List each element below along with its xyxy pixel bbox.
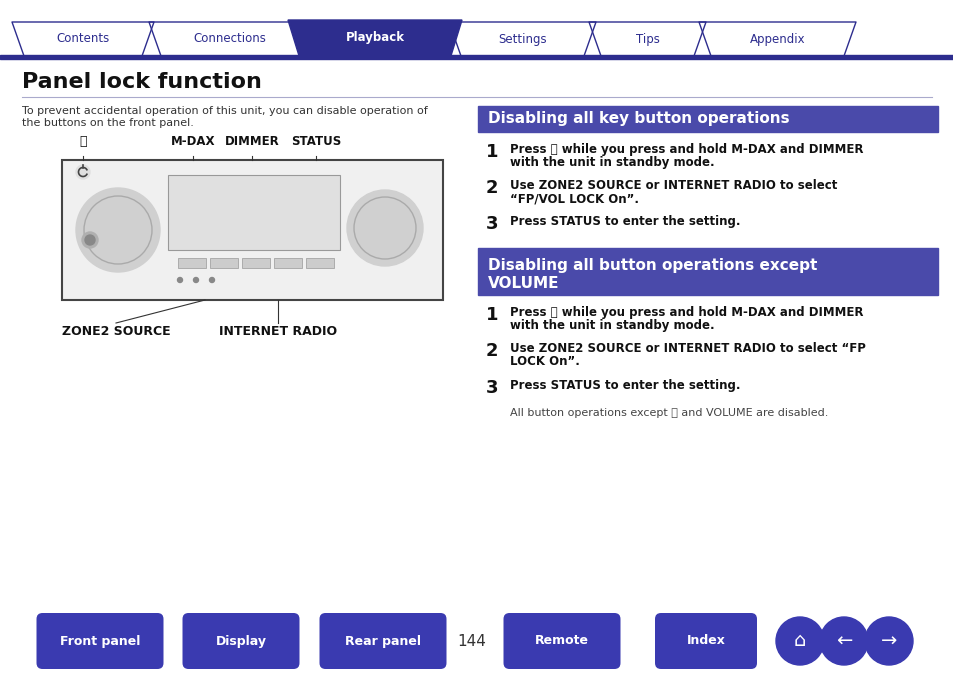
Bar bbox=[477, 248, 937, 295]
Text: with the unit in standby mode.: with the unit in standby mode. bbox=[510, 319, 714, 332]
Polygon shape bbox=[288, 20, 461, 59]
Text: with the unit in standby mode.: with the unit in standby mode. bbox=[510, 156, 714, 169]
Text: Tips: Tips bbox=[635, 32, 659, 46]
Bar bbox=[178, 258, 206, 268]
Text: Press STATUS to enter the setting.: Press STATUS to enter the setting. bbox=[510, 379, 740, 392]
Bar bbox=[210, 258, 237, 268]
Bar bbox=[477, 106, 937, 132]
Bar bbox=[306, 258, 334, 268]
FancyBboxPatch shape bbox=[182, 613, 299, 669]
Circle shape bbox=[76, 165, 90, 179]
Text: →: → bbox=[880, 631, 896, 651]
Text: Use ZONE2 SOURCE or INTERNET RADIO to select “FP: Use ZONE2 SOURCE or INTERNET RADIO to se… bbox=[510, 342, 865, 355]
Text: Contents: Contents bbox=[56, 32, 110, 46]
Text: Press ⏻ while you press and hold M-DAX and DIMMER: Press ⏻ while you press and hold M-DAX a… bbox=[510, 143, 862, 156]
Text: M-DAX: M-DAX bbox=[171, 135, 215, 148]
Circle shape bbox=[76, 188, 160, 272]
Text: All button operations except ⏻ and VOLUME are disabled.: All button operations except ⏻ and VOLUM… bbox=[510, 408, 827, 418]
Text: 2: 2 bbox=[485, 179, 498, 197]
Circle shape bbox=[177, 277, 182, 283]
Text: 3: 3 bbox=[485, 379, 498, 397]
Text: Use ZONE2 SOURCE or INTERNET RADIO to select: Use ZONE2 SOURCE or INTERNET RADIO to se… bbox=[510, 179, 837, 192]
Text: Disabling all key button operations: Disabling all key button operations bbox=[488, 112, 789, 127]
Circle shape bbox=[775, 617, 823, 665]
Circle shape bbox=[820, 617, 867, 665]
Text: INTERNET RADIO: INTERNET RADIO bbox=[218, 325, 336, 338]
Text: Display: Display bbox=[215, 635, 266, 647]
Bar bbox=[62, 160, 442, 300]
Text: 3: 3 bbox=[485, 215, 498, 233]
Bar bbox=[168, 175, 339, 250]
Text: 144: 144 bbox=[457, 633, 486, 649]
Text: Front panel: Front panel bbox=[60, 635, 140, 647]
Circle shape bbox=[85, 235, 95, 245]
Text: Index: Index bbox=[686, 635, 724, 647]
Text: STATUS: STATUS bbox=[291, 135, 341, 148]
Text: Remote: Remote bbox=[535, 635, 588, 647]
Text: VOLUME: VOLUME bbox=[488, 276, 558, 291]
FancyBboxPatch shape bbox=[655, 613, 757, 669]
Circle shape bbox=[347, 190, 422, 266]
Circle shape bbox=[193, 277, 198, 283]
FancyBboxPatch shape bbox=[503, 613, 619, 669]
Text: Press ⏻ while you press and hold M-DAX and DIMMER: Press ⏻ while you press and hold M-DAX a… bbox=[510, 306, 862, 319]
Text: the buttons on the front panel.: the buttons on the front panel. bbox=[22, 118, 193, 128]
Text: 2: 2 bbox=[485, 342, 498, 360]
Text: Disabling all button operations except: Disabling all button operations except bbox=[488, 258, 817, 273]
Text: “FP/VOL LOCK On”.: “FP/VOL LOCK On”. bbox=[510, 192, 639, 205]
FancyBboxPatch shape bbox=[319, 613, 446, 669]
Text: Appendix: Appendix bbox=[749, 32, 804, 46]
FancyBboxPatch shape bbox=[36, 613, 163, 669]
Text: Panel lock function: Panel lock function bbox=[22, 72, 262, 92]
Text: DIMMER: DIMMER bbox=[224, 135, 279, 148]
Text: To prevent accidental operation of this unit, you can disable operation of: To prevent accidental operation of this … bbox=[22, 106, 427, 116]
Text: ⏻: ⏻ bbox=[79, 135, 87, 148]
Text: 1: 1 bbox=[485, 306, 498, 324]
Text: Settings: Settings bbox=[497, 32, 546, 46]
Text: 1: 1 bbox=[485, 143, 498, 161]
Text: Connections: Connections bbox=[193, 32, 266, 46]
Bar bbox=[0, 55, 953, 59]
Text: Rear panel: Rear panel bbox=[345, 635, 420, 647]
Bar bbox=[274, 258, 302, 268]
Circle shape bbox=[864, 617, 912, 665]
Bar bbox=[242, 258, 270, 268]
Text: Press STATUS to enter the setting.: Press STATUS to enter the setting. bbox=[510, 215, 740, 228]
Text: ←: ← bbox=[835, 631, 851, 651]
Text: ⌂: ⌂ bbox=[793, 631, 805, 651]
Circle shape bbox=[210, 277, 214, 283]
Text: Playback: Playback bbox=[345, 32, 404, 44]
Text: LOCK On”.: LOCK On”. bbox=[510, 355, 579, 368]
Circle shape bbox=[82, 232, 98, 248]
Text: ZONE2 SOURCE: ZONE2 SOURCE bbox=[62, 325, 171, 338]
